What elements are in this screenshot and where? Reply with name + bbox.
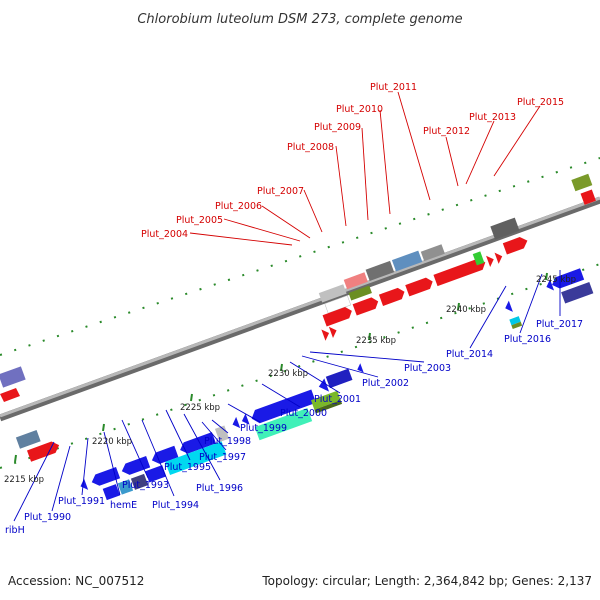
gene-arrow (232, 416, 241, 429)
gene-label: Plut_1997 (199, 452, 246, 463)
scale-label: 2240 kbp (446, 305, 486, 315)
top-strand-genes (15, 173, 596, 462)
gene-arrow (486, 255, 494, 267)
gene-arrow (241, 413, 250, 425)
inner-tick-line (0, 263, 600, 469)
gene-label: Plut_1994 (152, 500, 199, 511)
gene-block (165, 441, 227, 476)
gene-block (214, 425, 230, 443)
gene-block (0, 366, 26, 388)
gene-arrow (580, 189, 596, 205)
scale-label: 2245 kbp (536, 275, 576, 285)
gene-label: Plut_1991 (58, 496, 105, 507)
gene-block (511, 321, 523, 329)
gene-arrow (505, 300, 513, 312)
gene-arrow (318, 378, 330, 392)
gene-arrow (328, 326, 337, 339)
gene-label: Plut_1996 (196, 483, 243, 494)
gene-arrow (121, 456, 151, 475)
scale-label: 2215 kbp (4, 475, 44, 485)
gene-arrow (91, 466, 121, 486)
gene-block (145, 465, 167, 483)
gene-label: Plut_2003 (404, 363, 451, 374)
gene-arrow (357, 363, 364, 373)
gene-label: Plut_2016 (504, 334, 551, 345)
gene-block (348, 285, 372, 301)
gene-block (325, 368, 353, 389)
gene-label: Plut_1998 (204, 436, 251, 447)
gene-label: Plut_2012 (423, 126, 470, 137)
gene-label: Plut_1999 (240, 423, 287, 434)
gene-block (310, 390, 341, 410)
left-edge-genes (0, 366, 26, 402)
gene-label: Plut_2014 (446, 349, 493, 360)
gene-label: Plut_2015 (517, 97, 564, 108)
map-title: Chlorobium luteolum DSM 273, complete ge… (137, 12, 462, 27)
gene-label: Plut_1993 (122, 480, 169, 491)
accession-text: Accession: NC_007512 (8, 574, 144, 588)
gene-label: Plut_2004 (141, 229, 188, 240)
scale-label: 2235 kbp (356, 336, 396, 346)
gene-label: Plut_2005 (176, 215, 223, 226)
gene-label: Plut_2007 (257, 186, 304, 197)
gene-label: Plut_2000 (280, 408, 327, 419)
gene-arrow (180, 432, 216, 454)
gene-block (15, 429, 41, 449)
gene-arrow (494, 252, 503, 264)
gene-block (420, 244, 445, 262)
gene-block (490, 217, 520, 240)
scale-labels: 2215 kbp 2220 kbp 2225 kbp 2230 kbp 2235 kbp… (4, 275, 576, 485)
gene-block (509, 316, 521, 326)
scale-label: 2225 kbp (180, 403, 220, 413)
gene-label: Plut_2010 (336, 104, 383, 115)
gene-label: Plut_1990 (24, 512, 71, 523)
gene-block (343, 272, 368, 290)
scale-label: 2220 kbp (92, 437, 132, 447)
gene-arrow (322, 306, 352, 327)
gene-arrow (378, 287, 405, 306)
gene-label: Plut_2017 (536, 319, 583, 330)
scale-tick-lines (0, 157, 600, 469)
gene-block (130, 473, 149, 490)
gene-block (318, 284, 347, 303)
gene-block (561, 281, 594, 304)
bottom-gene-labels: ribH Plut_1990 Plut_1991 hemE Plut_1993 Plut_… (5, 319, 583, 536)
gene-arrow (433, 258, 486, 287)
gene-arrow (251, 389, 317, 424)
gene-arrow (502, 237, 528, 255)
gene-label: Plut_2006 (215, 201, 262, 212)
gene-block (254, 407, 313, 441)
bottom-leader-lines (13, 270, 561, 522)
gene-block (365, 260, 395, 282)
gene-block (117, 479, 134, 495)
gene-arrow (321, 329, 330, 341)
gene-block (391, 250, 423, 272)
gene-arrow (405, 277, 433, 297)
gene-block (314, 400, 343, 414)
gene-arrow (352, 297, 379, 316)
scale-label: 2230 kbp (268, 369, 308, 379)
genome-summary-text: Topology: circular; Length: 2,364,842 bp… (261, 574, 592, 588)
outer-tick-line (0, 157, 600, 356)
major-ticks (14, 272, 548, 463)
gene-label: Plut_2013 (469, 112, 516, 123)
gene-label: ribH (5, 525, 25, 536)
gene-label: Plut_1995 (164, 462, 211, 473)
gene-label: hemE (110, 500, 137, 511)
gene-arrow (0, 388, 20, 402)
gene-label: Plut_2008 (287, 142, 334, 153)
gene-block (571, 173, 593, 192)
gene-arrow (26, 441, 60, 462)
top-gene-labels: Plut_2004 Plut_2005 Plut_2006 Plut_2007 Plut… (141, 82, 564, 240)
gene-label: Plut_2011 (370, 82, 417, 93)
gene-block (102, 484, 120, 501)
gene-label: Plut_2009 (314, 122, 361, 133)
gene-label: Plut_2001 (314, 394, 361, 405)
gene-label: Plut_2002 (362, 378, 409, 389)
gene-arrow (546, 279, 555, 291)
bottom-strand-genes (80, 268, 594, 501)
gene-block (472, 251, 485, 266)
top-leader-lines (189, 91, 541, 246)
